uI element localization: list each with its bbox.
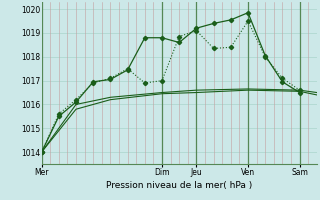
X-axis label: Pression niveau de la mer( hPa ): Pression niveau de la mer( hPa ) <box>106 181 252 190</box>
